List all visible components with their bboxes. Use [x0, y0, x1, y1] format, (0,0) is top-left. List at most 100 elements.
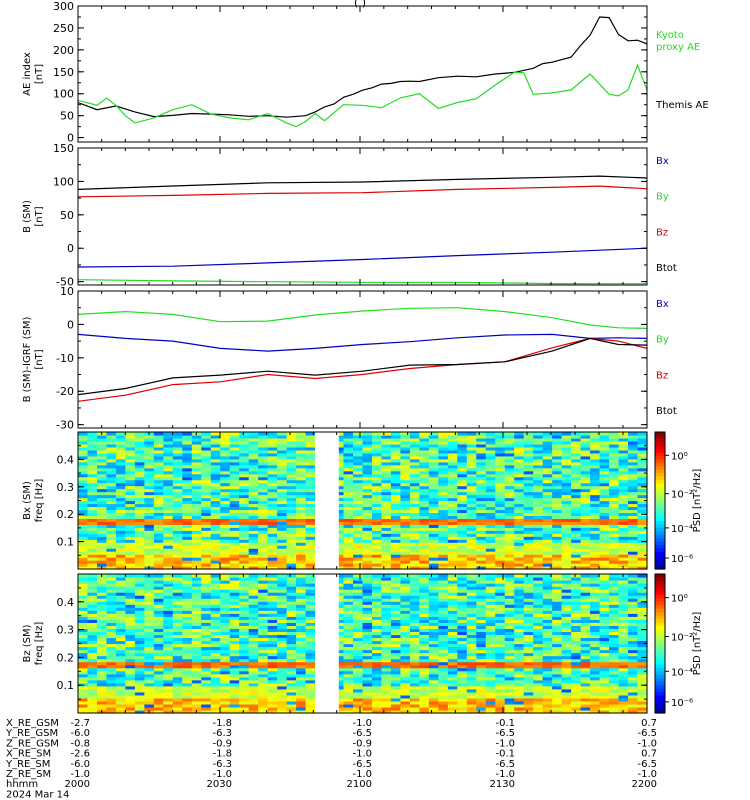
spectrogram-cell [267, 640, 278, 645]
spectrogram-cell [182, 455, 193, 460]
spectrogram-cell [353, 694, 364, 699]
spectrogram-cell [343, 691, 354, 696]
spectrogram-cell [618, 503, 629, 508]
spectrogram-cell [172, 536, 183, 540]
spectrogram-cell [305, 557, 316, 561]
spectrogram-cell [229, 592, 240, 596]
spectrogram-cell [628, 452, 639, 457]
spectrogram-cell [371, 661, 383, 666]
spectrogram-cell [201, 509, 212, 514]
spectrogram-cell [172, 580, 183, 584]
spectrogram-cell [599, 440, 610, 445]
spectrogram-cell [628, 473, 639, 478]
spectrogram-cell [390, 655, 402, 660]
spectrogram-cell [400, 461, 411, 466]
spectrogram-cell [390, 673, 402, 678]
spectrogram-cell [618, 512, 629, 516]
spectrogram-cell [590, 527, 601, 531]
spectrogram-cell [286, 673, 297, 678]
spectrogram-cell [571, 446, 582, 451]
spectrogram-cell [96, 560, 108, 564]
spectrogram-cell [78, 554, 89, 558]
spectrogram-cell [476, 667, 487, 672]
spectrogram-cell [428, 616, 439, 620]
spectrogram-cell [447, 643, 458, 648]
spectrogram-cell [239, 625, 250, 629]
spectrogram-cell [353, 434, 364, 439]
spectrogram-cell [78, 470, 89, 475]
spectrogram-cell [400, 694, 411, 699]
spectrogram-cell [144, 694, 155, 699]
spectrogram-cell [163, 658, 174, 663]
spectrogram-cell [258, 709, 269, 714]
spectrogram-cell [296, 443, 307, 448]
spectrogram-cell [514, 434, 525, 439]
spectrogram-cell [599, 485, 610, 490]
spectrogram-cell [144, 643, 155, 648]
spectrogram-cell [457, 500, 468, 505]
spectrogram-cell [504, 455, 515, 460]
spectrogram-cell [353, 622, 364, 626]
y-tick-label: 0.3 [57, 481, 75, 494]
spectrogram-cell [201, 676, 212, 681]
spectrogram-cell [258, 458, 269, 463]
spectrogram-cell [514, 467, 525, 472]
spectrogram-cell [428, 524, 439, 528]
spectrogram-cell [220, 452, 231, 457]
spectrogram-cell [419, 619, 430, 623]
spectrogram-cell [296, 470, 307, 475]
spectrogram-cell [277, 652, 288, 657]
spectrogram-cell [466, 667, 477, 672]
spectrogram-cell [277, 592, 288, 596]
spectrogram-cell [533, 515, 544, 519]
spectrogram-cell [362, 545, 373, 549]
spectrogram-cell [125, 533, 136, 537]
spectrogram-cell [542, 536, 553, 540]
spectrogram-cell [561, 509, 572, 514]
spectrogram-cell [476, 589, 487, 593]
spectrogram-cell [542, 503, 553, 508]
spectrogram-cell [78, 482, 89, 487]
spectrogram-cell [210, 476, 221, 481]
spectrogram-cell [409, 482, 420, 487]
spectrogram-cell [495, 509, 506, 514]
spectrogram-cell [628, 479, 639, 484]
spectrogram-cell [191, 703, 202, 708]
spectrogram-cell [428, 461, 439, 466]
spectrogram-cell [504, 548, 515, 552]
spectrogram-cell [400, 455, 411, 460]
spectrogram-cell [466, 592, 477, 596]
spectrogram-cell [409, 586, 420, 590]
spectrogram-cell [134, 539, 145, 543]
spectrogram-cell [153, 661, 164, 666]
spectrogram-cell [182, 703, 193, 708]
spectrogram-cell [438, 491, 449, 496]
spectrogram-cell [267, 616, 278, 620]
spectrogram-cell [163, 637, 174, 642]
spectrogram-cell [191, 497, 202, 502]
spectrogram-cell [371, 580, 383, 584]
spectrogram-cell [220, 446, 231, 451]
spectrogram-cell [153, 637, 164, 642]
spectrogram-cell [144, 658, 155, 663]
spectrogram-cell [172, 649, 183, 654]
spectrogram-cell [248, 616, 259, 620]
spectrogram-cell [96, 691, 108, 696]
spectrogram-cell [191, 473, 202, 478]
spectrogram-cell [457, 527, 468, 531]
spectrogram-cell [153, 473, 164, 478]
spectrogram-cell [353, 691, 364, 696]
spectrogram-cell [191, 697, 202, 702]
spectrogram-cell [428, 658, 439, 663]
spectrogram-cell [182, 625, 193, 629]
spectrogram-cell [561, 455, 572, 460]
spectrogram-cell [457, 497, 468, 502]
spectrogram-cell [580, 485, 591, 490]
spectrogram-cell [172, 545, 183, 549]
spectrogram-cell [409, 464, 420, 469]
spectrogram-cell [267, 530, 278, 534]
spectrogram-cell [476, 598, 487, 602]
spectrogram-cell [163, 491, 174, 496]
spectrogram-cell [78, 637, 89, 642]
spectrogram-cell [163, 554, 174, 558]
